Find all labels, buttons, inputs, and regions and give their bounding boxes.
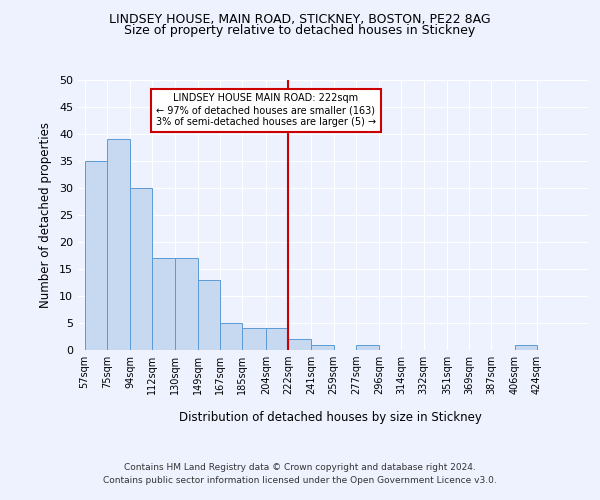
- Y-axis label: Number of detached properties: Number of detached properties: [39, 122, 52, 308]
- Bar: [220, 323, 242, 350]
- Bar: [85, 161, 107, 350]
- Text: Distribution of detached houses by size in Stickney: Distribution of detached houses by size …: [179, 411, 481, 424]
- Text: LINDSEY HOUSE MAIN ROAD: 222sqm
← 97% of detached houses are smaller (163)
3% of: LINDSEY HOUSE MAIN ROAD: 222sqm ← 97% of…: [156, 94, 376, 126]
- Bar: [288, 339, 311, 350]
- Bar: [152, 258, 175, 350]
- Bar: [515, 344, 537, 350]
- Bar: [175, 258, 198, 350]
- Bar: [311, 344, 334, 350]
- Text: Size of property relative to detached houses in Stickney: Size of property relative to detached ho…: [124, 24, 476, 37]
- Bar: [356, 344, 379, 350]
- Bar: [242, 328, 266, 350]
- Bar: [107, 140, 130, 350]
- Text: Contains HM Land Registry data © Crown copyright and database right 2024.: Contains HM Land Registry data © Crown c…: [124, 464, 476, 472]
- Text: LINDSEY HOUSE, MAIN ROAD, STICKNEY, BOSTON, PE22 8AG: LINDSEY HOUSE, MAIN ROAD, STICKNEY, BOST…: [109, 12, 491, 26]
- Text: Contains public sector information licensed under the Open Government Licence v3: Contains public sector information licen…: [103, 476, 497, 485]
- Bar: [266, 328, 288, 350]
- Bar: [130, 188, 152, 350]
- Bar: [198, 280, 220, 350]
